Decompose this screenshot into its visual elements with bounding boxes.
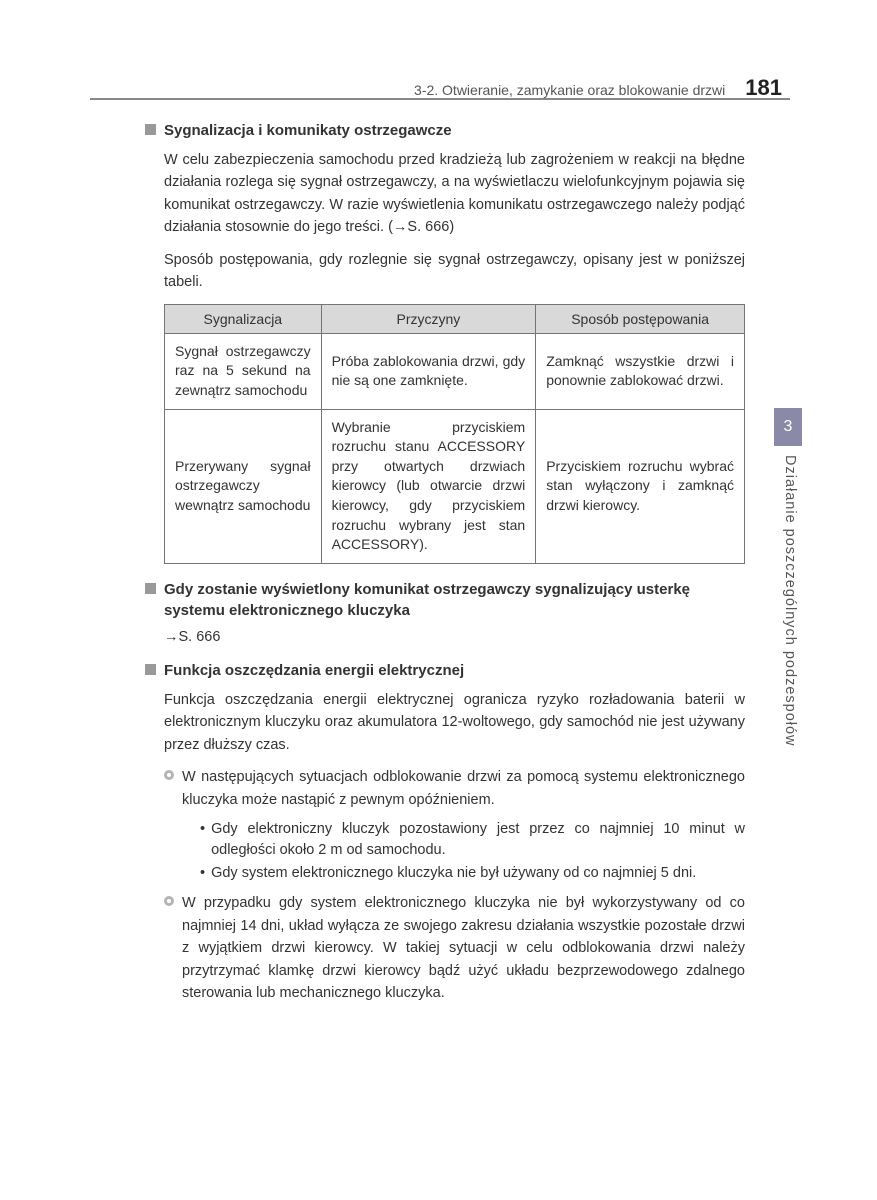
table-cell: Wybranie przyciskiem rozruchu stanu ACCE… [321, 409, 536, 563]
table-cell: Przerywany sygnał ostrzegawczy wewnątrz … [165, 409, 322, 563]
header-rule [90, 98, 790, 100]
section-energy-saving: Funkcja oszczędzania energii elektryczne… [145, 660, 745, 1005]
square-bullet-icon [145, 664, 156, 675]
page-content: Sygnalizacja i komunikaty ostrzegawcze W… [145, 120, 745, 1019]
section-signals: Sygnalizacja i komunikaty ostrzegawcze W… [145, 120, 745, 564]
body-paragraph: Funkcja oszczędzania energii elektryczne… [164, 689, 745, 756]
donut-bullet-icon [164, 896, 174, 906]
table-cell: Sygnał ostrzegawczy raz na 5 sekund na z… [165, 333, 322, 409]
section-heading: Gdy zostanie wyświetlony komunikat ostrz… [145, 579, 745, 621]
square-bullet-icon [145, 124, 156, 135]
page-reference: →S. 666 [164, 629, 745, 645]
heading-text: Gdy zostanie wyświetlony komunikat ostrz… [164, 579, 745, 621]
table-header: Sposób postępowania [536, 304, 745, 333]
table-cell: Zamknąć wszystkie drzwi i ponownie zablo… [536, 333, 745, 409]
square-bullet-icon [145, 583, 156, 594]
heading-text: Funkcja oszczędzania energii elektryczne… [164, 660, 464, 681]
sub-list: • Gdy elektroniczny kluczyk pozostawiony… [200, 819, 745, 884]
table-row: Przerywany sygnał ostrzegawczy wewnątrz … [165, 409, 745, 563]
heading-text: Sygnalizacja i komunikaty ostrzegawcze [164, 120, 452, 141]
header-section-path: 3-2. Otwieranie, zamykanie oraz blokowan… [414, 82, 725, 98]
table-row: Sygnał ostrzegawczy raz na 5 sekund na z… [165, 333, 745, 409]
dot-bullet-icon: • [200, 863, 205, 884]
chapter-tab: 3 [774, 408, 802, 446]
chapter-title: Działanie poszczególnych podzespołów [782, 455, 798, 747]
list-item: W następujących sytuacjach odblokowanie … [164, 766, 745, 811]
body-paragraph: Sposób postępowania, gdy rozlegnie się s… [164, 249, 745, 294]
table-header: Sygnalizacja [165, 304, 322, 333]
list-item-text: W przypadku gdy system elektronicznego k… [182, 892, 745, 1004]
table-header: Przyczyny [321, 304, 536, 333]
list-item-text: W następujących sytuacjach odblokowanie … [182, 766, 745, 811]
body-paragraph: W celu zabezpieczenia samochodu przed kr… [164, 149, 745, 239]
sub-list-item-text: Gdy system elektronicznego kluczyka nie … [211, 863, 696, 884]
dot-bullet-icon: • [200, 819, 205, 840]
signal-table: Sygnalizacja Przyczyny Sposób postępowan… [164, 304, 745, 564]
sub-list-item: • Gdy elektroniczny kluczyk pozostawiony… [200, 819, 745, 861]
donut-bullet-icon [164, 770, 174, 780]
sub-list-item-text: Gdy elektroniczny kluczyk pozostawiony j… [211, 819, 745, 861]
chapter-number: 3 [784, 418, 793, 436]
section-warning-message: Gdy zostanie wyświetlony komunikat ostrz… [145, 579, 745, 645]
table-cell: Przyciskiem rozruchu wybrać stan wyłączo… [536, 409, 745, 563]
list-item: W przypadku gdy system elektronicznego k… [164, 892, 745, 1004]
table-cell: Próba zablokowania drzwi, gdy nie są one… [321, 333, 536, 409]
section-heading: Funkcja oszczędzania energii elektryczne… [145, 660, 745, 681]
section-heading: Sygnalizacja i komunikaty ostrzegawcze [145, 120, 745, 141]
sub-list-item: • Gdy system elektronicznego kluczyka ni… [200, 863, 745, 884]
